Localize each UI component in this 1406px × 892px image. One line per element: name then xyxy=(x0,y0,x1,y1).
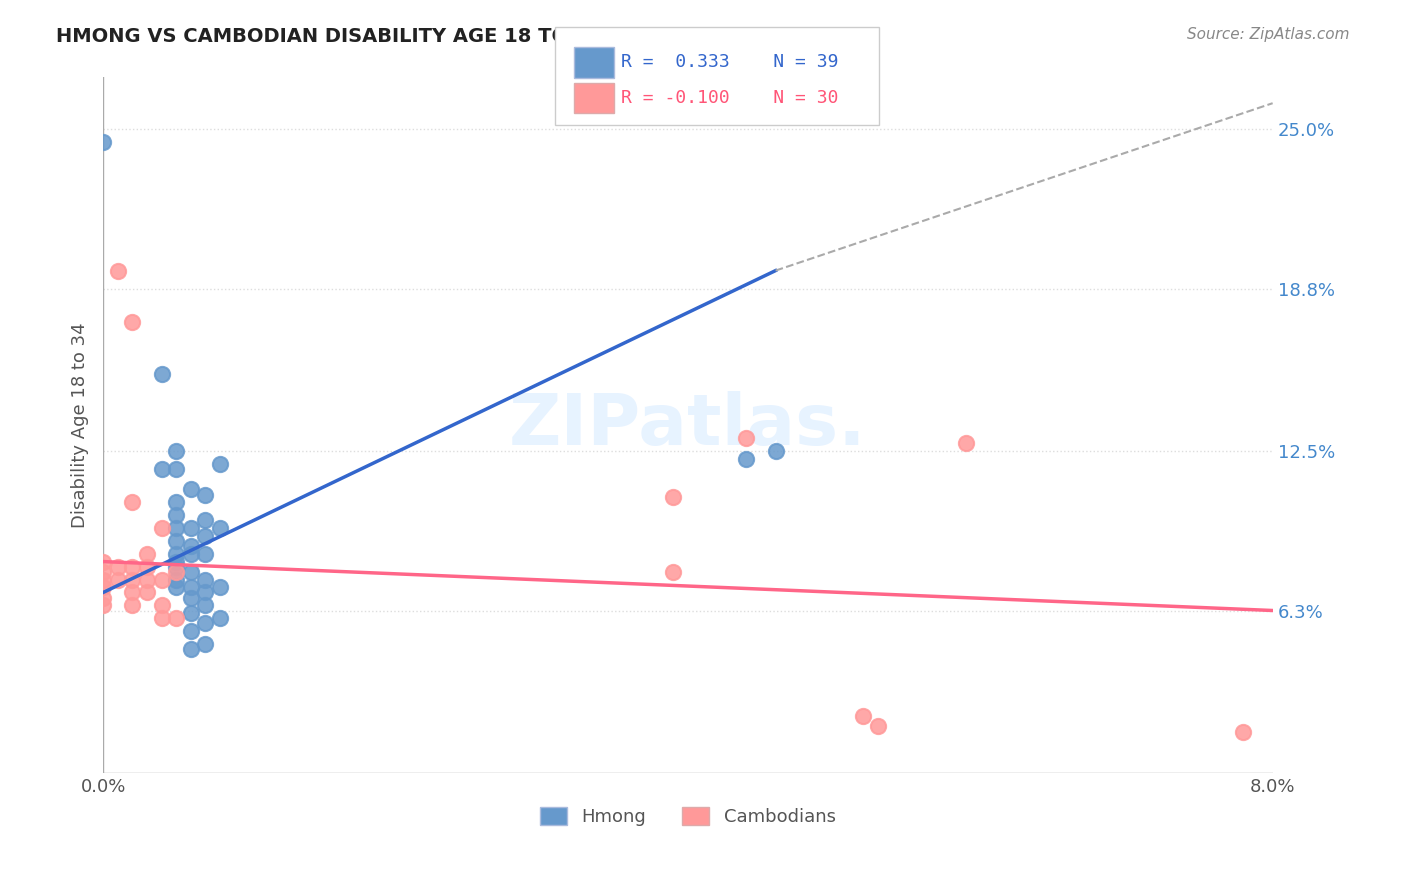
Point xyxy=(91,599,114,613)
Point xyxy=(91,573,114,587)
Point xyxy=(91,555,114,569)
Point xyxy=(121,573,143,587)
Point xyxy=(150,599,173,613)
Point xyxy=(209,580,232,594)
Point xyxy=(194,599,217,613)
Point xyxy=(150,367,173,381)
Point xyxy=(1232,724,1254,739)
Y-axis label: Disability Age 18 to 34: Disability Age 18 to 34 xyxy=(72,322,89,528)
Point xyxy=(662,490,685,504)
Point xyxy=(107,573,129,587)
Point xyxy=(735,451,758,466)
Point xyxy=(136,559,159,574)
Point xyxy=(194,547,217,561)
Text: R =  0.333    N = 39: R = 0.333 N = 39 xyxy=(621,54,839,71)
Point xyxy=(136,547,159,561)
Point xyxy=(165,559,187,574)
Point xyxy=(194,616,217,631)
Point xyxy=(165,547,187,561)
Point xyxy=(180,539,202,553)
Point xyxy=(165,555,187,569)
Point xyxy=(121,495,143,509)
Point xyxy=(165,508,187,523)
Text: Source: ZipAtlas.com: Source: ZipAtlas.com xyxy=(1187,27,1350,42)
Point xyxy=(107,263,129,277)
Point xyxy=(180,547,202,561)
Point xyxy=(180,642,202,657)
Point xyxy=(165,573,187,587)
Point xyxy=(165,495,187,509)
Point xyxy=(150,521,173,535)
Point xyxy=(91,580,114,594)
Point xyxy=(150,611,173,625)
Point xyxy=(209,611,232,625)
Point xyxy=(955,436,977,450)
Point xyxy=(121,559,143,574)
Point xyxy=(852,709,875,723)
Point xyxy=(165,580,187,594)
Point xyxy=(194,513,217,527)
Point xyxy=(165,611,187,625)
Point xyxy=(121,585,143,599)
Text: HMONG VS CAMBODIAN DISABILITY AGE 18 TO 34 CORRELATION CHART: HMONG VS CAMBODIAN DISABILITY AGE 18 TO … xyxy=(56,27,842,45)
Point xyxy=(194,529,217,543)
Point xyxy=(194,637,217,651)
Point xyxy=(136,573,159,587)
Point xyxy=(194,573,217,587)
Point xyxy=(735,431,758,445)
Point xyxy=(180,624,202,639)
Point xyxy=(765,443,787,458)
Point xyxy=(165,443,187,458)
Point xyxy=(180,606,202,620)
Point xyxy=(165,462,187,476)
Point xyxy=(180,521,202,535)
Point xyxy=(180,580,202,594)
Point xyxy=(194,488,217,502)
Point xyxy=(121,315,143,329)
Point xyxy=(209,521,232,535)
Point xyxy=(180,591,202,605)
Point xyxy=(91,591,114,605)
Point xyxy=(866,719,889,733)
Point xyxy=(662,565,685,579)
Text: ZIPatlas.: ZIPatlas. xyxy=(509,391,866,459)
Point xyxy=(150,573,173,587)
Point xyxy=(107,559,129,574)
Point xyxy=(136,585,159,599)
Point xyxy=(165,533,187,548)
Point xyxy=(91,135,114,149)
Legend: Hmong, Cambodians: Hmong, Cambodians xyxy=(533,799,844,833)
Text: R = -0.100    N = 30: R = -0.100 N = 30 xyxy=(621,89,839,107)
Point xyxy=(150,462,173,476)
Point xyxy=(91,565,114,579)
Point xyxy=(121,599,143,613)
Point xyxy=(194,585,217,599)
Point xyxy=(209,457,232,471)
Point xyxy=(165,521,187,535)
Point xyxy=(180,483,202,497)
Point xyxy=(165,565,187,579)
Point xyxy=(180,565,202,579)
